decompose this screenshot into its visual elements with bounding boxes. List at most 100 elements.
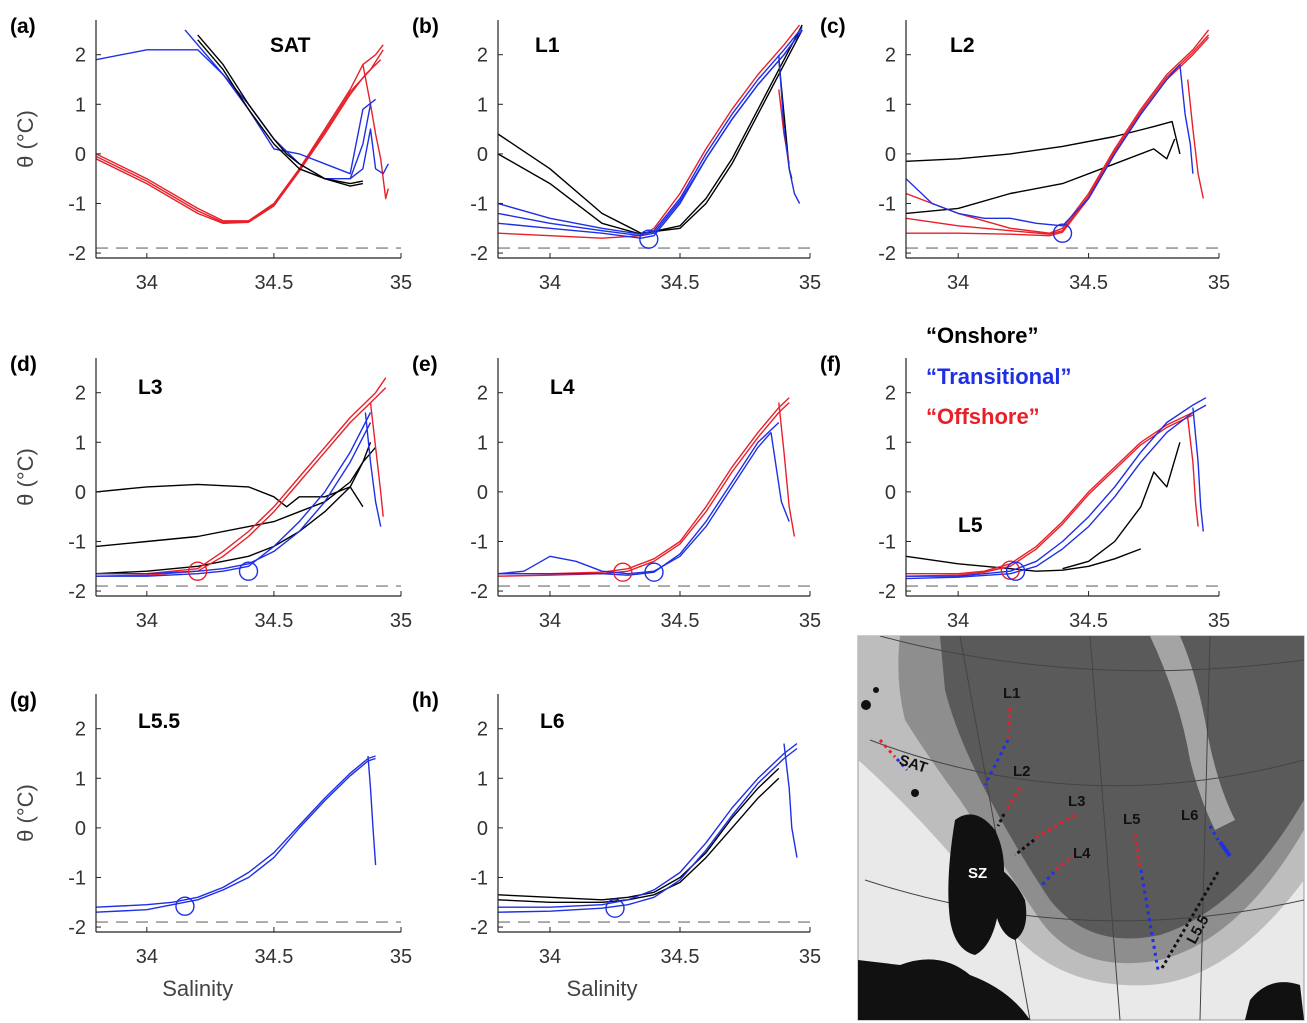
- y-tick-label: 0: [75, 818, 86, 840]
- panel-4: -2 -1 0 1 2 34 34.5 35 (d) L3 θ (°C): [10, 353, 412, 632]
- legend-offshore: “Offshore”: [926, 404, 1040, 429]
- y-tick-label: -1: [470, 867, 488, 889]
- series-line-onshore: [498, 29, 803, 234]
- x-tick-label: 35: [390, 272, 412, 294]
- panel-title: L1: [535, 34, 560, 57]
- x-tick-label: 34: [539, 610, 561, 632]
- y-tick-label: 1: [75, 94, 86, 116]
- series-line-offshore: [96, 44, 384, 222]
- panel-letter: (a): [10, 15, 36, 38]
- section-line-l1-offshore: [1006, 707, 1012, 739]
- series-line-transitional: [96, 412, 372, 577]
- panel-5: -2 -1 0 1 2 34 34.5 35 (e) L4: [412, 353, 821, 632]
- x-tick-label: 35: [1208, 272, 1230, 294]
- x-tick-label: 34.5: [661, 946, 700, 968]
- y-tick-label: -2: [68, 581, 86, 603]
- y-tick-label: 2: [75, 383, 86, 405]
- series-line-transitional: [349, 128, 389, 180]
- section-line-l3-offshore: [1034, 813, 1076, 840]
- y-tick-label: 0: [75, 144, 86, 166]
- series-line-transitional: [498, 29, 803, 239]
- series-line-transitional: [96, 49, 372, 180]
- map-latitude-line: [879, 636, 1304, 672]
- x-tick-label: 34.5: [1069, 610, 1108, 632]
- y-tick-label: 2: [477, 719, 488, 741]
- panel-letter: (b): [412, 15, 439, 38]
- series-line-onshore: [197, 39, 364, 185]
- section-line-sat-transitional: [895, 757, 909, 772]
- y-tick-label: 1: [75, 768, 86, 790]
- marker-circle-transitional: [639, 229, 659, 249]
- y-tick-label: -2: [68, 243, 86, 265]
- map-island: [985, 860, 1027, 940]
- series-line-offshore: [498, 402, 790, 577]
- series-line-onshore: [96, 442, 372, 548]
- series-line-offshore: [369, 402, 384, 517]
- series-line-transitional: [498, 747, 798, 913]
- series-line-transitional: [96, 757, 376, 913]
- marker-circle-offshore: [613, 562, 633, 582]
- x-tick-label: 34.5: [254, 610, 293, 632]
- map-ridge: [1150, 636, 1235, 830]
- panel-title: L4: [550, 376, 575, 399]
- map-coastline-east: [1245, 982, 1304, 1020]
- series-line-offshore: [906, 411, 1194, 575]
- y-tick-label: 0: [477, 144, 488, 166]
- y-tick-label: 2: [885, 45, 896, 67]
- y-tick-label: 0: [477, 482, 488, 504]
- map-meridian: [959, 636, 1031, 1020]
- x-tick-label: 34.5: [254, 272, 293, 294]
- y-tick-label: -2: [470, 581, 488, 603]
- y-tick-label: 2: [477, 383, 488, 405]
- series-line-onshore: [197, 34, 364, 187]
- series-line-offshore: [906, 34, 1210, 235]
- series-line-transitional: [1179, 64, 1194, 174]
- map-island-svalbard: [948, 814, 1004, 955]
- y-tick-label: -1: [68, 867, 86, 889]
- series-line-transitional: [96, 755, 376, 908]
- panel-1: -2 -1 0 1 2 34 34.5 35 (a) SAT θ (°C): [10, 15, 412, 294]
- marker-circle-transitional: [605, 898, 625, 918]
- series-line-offshore: [96, 49, 384, 224]
- y-tick-label: -1: [470, 193, 488, 215]
- y-tick-label: -1: [470, 531, 488, 553]
- series-line-transitional: [770, 432, 790, 522]
- y-tick-label: 2: [477, 45, 488, 67]
- panel-title: L6: [540, 710, 565, 733]
- x-tick-label: 34: [136, 946, 158, 968]
- series-line-offshore: [362, 64, 389, 200]
- series-group: [906, 397, 1207, 581]
- panel-8: -2 -1 0 1 2 34 34.5 35 (h) L6 Salinity: [412, 689, 821, 1001]
- x-tick-label: 34: [947, 272, 969, 294]
- section-line-l5-transitional: [1139, 869, 1160, 971]
- series-group: [498, 24, 803, 249]
- y-tick-label: 0: [885, 144, 896, 166]
- map-deep-basin: [940, 636, 1304, 939]
- x-tick-label: 34.5: [1069, 272, 1108, 294]
- map-meridian: [1199, 636, 1211, 1020]
- marker-circle-transitional: [1005, 561, 1026, 581]
- map-latitude-line: [869, 739, 1304, 787]
- y-tick-label: 1: [75, 432, 86, 454]
- panel-title: L5.5: [138, 710, 180, 733]
- section-map: L1 SAT L2 L3 L5 L6 SZ L4 L5.5: [857, 635, 1305, 1021]
- legend-transitional: “Transitional”: [926, 364, 1071, 389]
- legend-onshore: “Onshore”: [926, 323, 1038, 348]
- series-line-onshore: [498, 767, 780, 901]
- y-tick-label: 2: [75, 719, 86, 741]
- series-line-onshore: [498, 24, 803, 235]
- series-line-offshore: [1187, 79, 1204, 199]
- panel-7: -2 -1 0 1 2 34 34.5 35 (g) L5.5 θ (°C) Salinity: [10, 689, 412, 1001]
- x-tick-label: 34: [947, 610, 969, 632]
- marker-circle-transitional: [175, 896, 195, 916]
- x-tick-label: 34: [136, 610, 158, 632]
- series-line-offshore: [906, 29, 1210, 234]
- panel-title: L3: [138, 376, 163, 399]
- panel-letter: (c): [820, 15, 846, 38]
- map-label-l4: L4: [1073, 845, 1091, 862]
- y-tick-label: 1: [477, 432, 488, 454]
- series-line-onshore: [498, 777, 780, 903]
- series-line-transitional: [906, 404, 1207, 580]
- panel-letter: (h): [412, 689, 439, 712]
- marker-circle-offshore: [187, 561, 208, 581]
